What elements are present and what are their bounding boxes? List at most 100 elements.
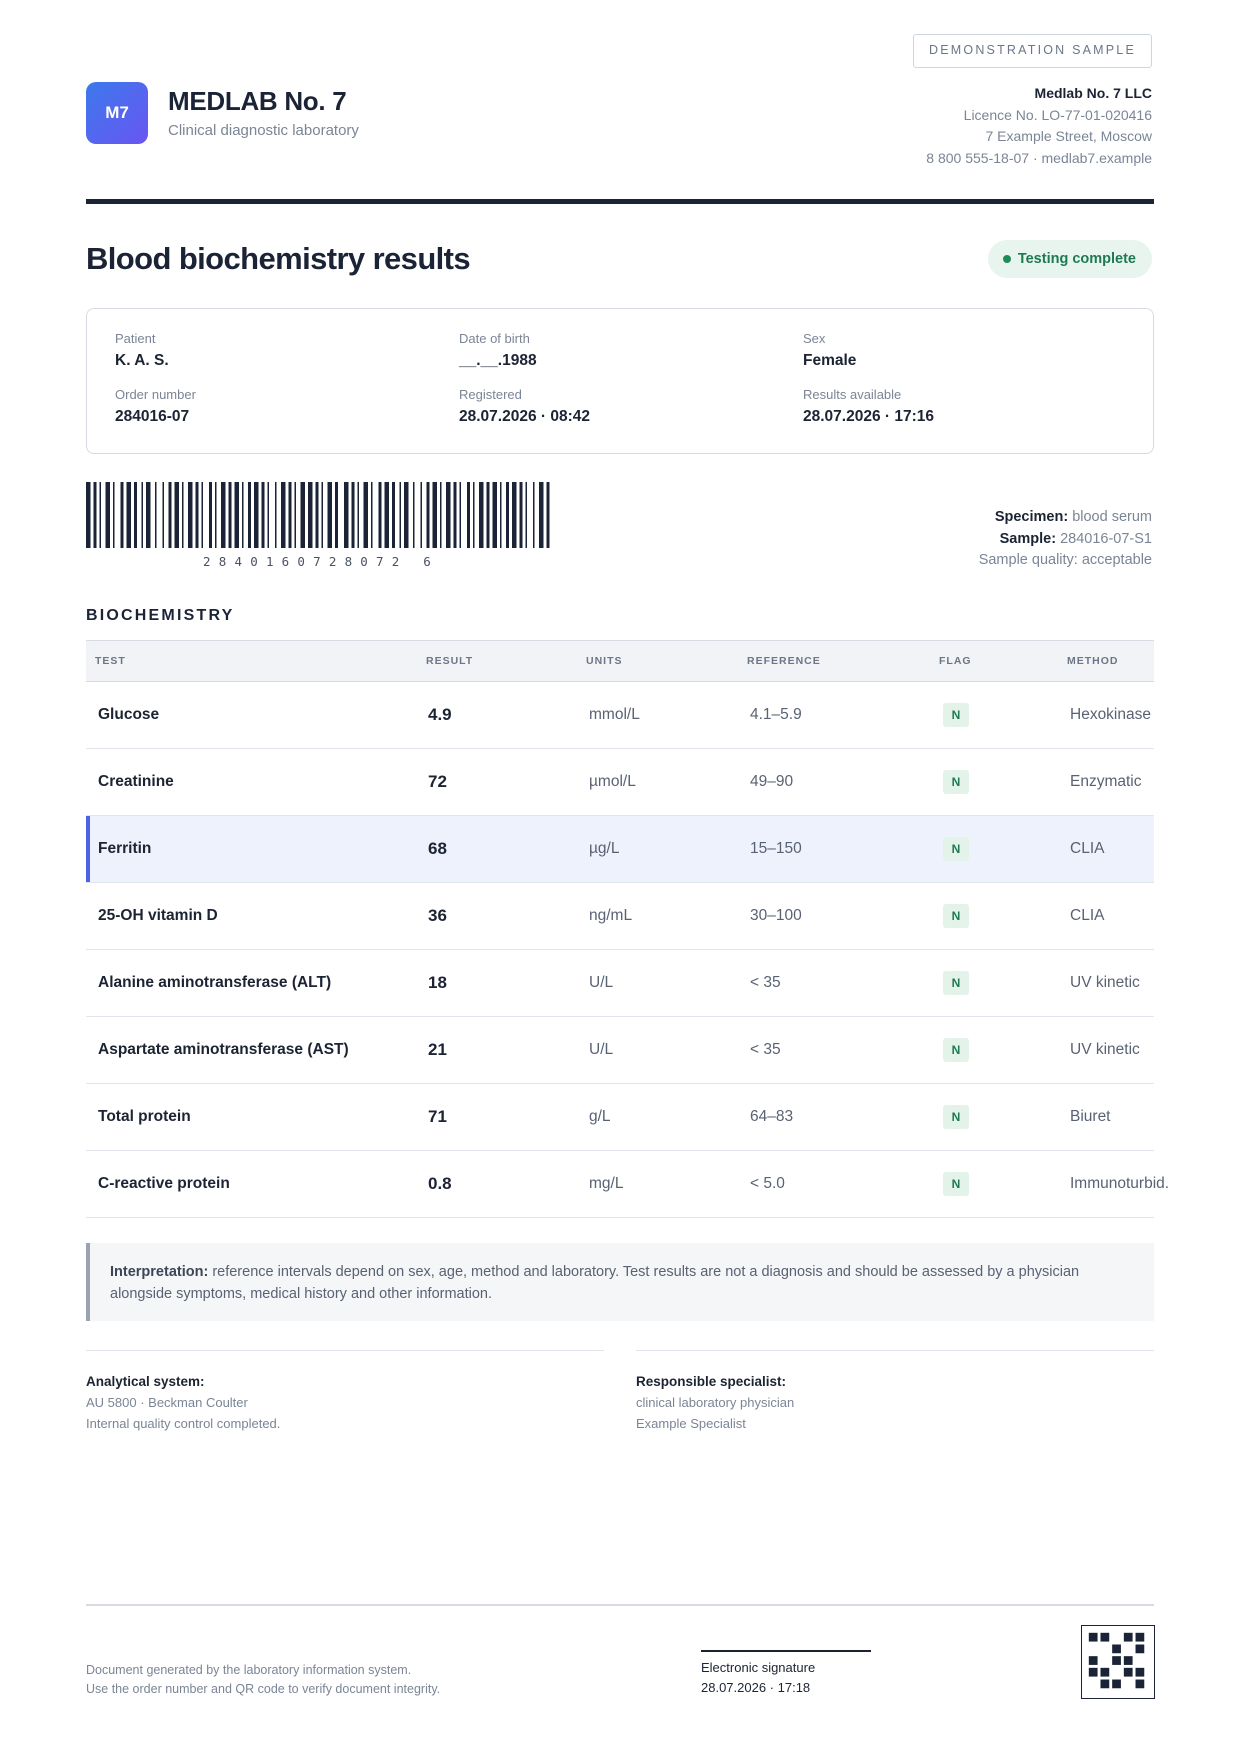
sample-quality: Sample quality: acceptable xyxy=(978,552,1152,568)
barcode-bar xyxy=(209,482,212,548)
test-reference: 4.1–5.9 xyxy=(750,706,802,723)
barcode-bar xyxy=(228,482,232,548)
org-name: Medlab No. 7 LLC xyxy=(1034,85,1152,101)
table-row: C-reactive protein 0.8 mg/L < 5.0 N Immu… xyxy=(86,1151,1169,1218)
barcode-bar xyxy=(288,482,292,548)
column-header-method: METHOD xyxy=(1067,655,1119,667)
flag-badge: N xyxy=(943,837,969,861)
test-units: U/L xyxy=(589,1041,614,1058)
barcode-bar xyxy=(168,482,172,548)
footer-note-line: Use the order number and QR code to veri… xyxy=(86,1681,441,1696)
status-badge: Testing complete xyxy=(987,240,1152,278)
registered-value: 28.07.2026 · 08:42 xyxy=(459,408,590,425)
test-result: 71 xyxy=(428,1107,447,1126)
barcode-bar xyxy=(506,482,509,548)
analytical-line: Internal quality control completed. xyxy=(86,1416,281,1431)
barcode-bar xyxy=(473,482,475,548)
table-row-highlighted: Ferritin 68 µg/L 15–150 N CLIA xyxy=(86,816,1154,883)
flag-badge: N xyxy=(943,971,969,995)
table-header: TEST RESULT UNITS REFERENCE FLAG METHOD xyxy=(86,640,1154,682)
patient-info-card: Patient K. A. S. Date of birth __.__.198… xyxy=(86,308,1154,454)
report-title: Blood biochemistry results xyxy=(86,241,471,276)
barcode-bar xyxy=(440,482,442,548)
column-header-units: UNITS xyxy=(586,655,623,667)
sample-value: 284016-07-S1 xyxy=(1060,530,1152,547)
barcode-bar xyxy=(371,482,373,548)
barcode-bar xyxy=(525,482,527,548)
status-dot-icon xyxy=(1002,255,1011,263)
test-reference: < 5.0 xyxy=(750,1175,785,1192)
test-result: 0.8 xyxy=(428,1174,452,1193)
column-header-reference: REFERENCE xyxy=(747,655,821,667)
patient-label: Patient xyxy=(115,331,156,346)
specialist-block: Responsible specialist: clinical laborat… xyxy=(636,1350,1154,1434)
barcode-bar xyxy=(539,482,544,548)
barcode-bar xyxy=(492,482,497,548)
sex-label: Sex xyxy=(803,331,826,346)
sample-label: Sample: xyxy=(999,530,1057,547)
test-name: C-reactive protein xyxy=(98,1175,230,1192)
column-header-test: TEST xyxy=(95,655,126,667)
barcode-bar xyxy=(174,482,179,548)
patient-value: K. A. S. xyxy=(115,352,169,369)
barcode-bar xyxy=(105,482,110,548)
sex-value: Female xyxy=(803,352,857,369)
barcode-bar xyxy=(335,482,338,548)
dob-value: __.__.1988 xyxy=(459,352,537,369)
analytical-line: AU 5800 · Beckman Coulter xyxy=(86,1395,248,1410)
status-text: Testing complete xyxy=(1017,251,1136,267)
test-units: mg/L xyxy=(589,1175,624,1192)
test-reference: < 35 xyxy=(750,1041,781,1058)
test-reference: 15–150 xyxy=(750,840,802,857)
specialist-line: Example Specialist xyxy=(636,1416,746,1431)
barcode-bar xyxy=(399,482,401,548)
barcode-bar xyxy=(453,482,457,548)
barcode-bar xyxy=(344,482,349,548)
column-header-flag: FLAG xyxy=(939,655,972,667)
test-reference: 49–90 xyxy=(750,773,794,790)
sex-field: Sex Female xyxy=(803,331,856,370)
results-table: TEST RESULT UNITS REFERENCE FLAG METHOD … xyxy=(86,640,1169,1218)
header-divider xyxy=(86,199,1154,204)
barcode-bar xyxy=(413,482,415,548)
barcode-bar xyxy=(215,482,217,548)
barcode-bar xyxy=(432,482,437,548)
results-value: 28.07.2026 · 17:16 xyxy=(803,408,934,425)
lab-logo: M7 xyxy=(86,82,148,144)
barcode-bar xyxy=(500,482,502,548)
org-address: 7 Example Street, Moscow xyxy=(985,128,1152,144)
barcode-bar xyxy=(248,482,251,548)
footer-note-line: Document generated by the laboratory inf… xyxy=(86,1663,412,1677)
barcode-bar xyxy=(120,482,124,548)
dob-label: Date of birth xyxy=(459,331,530,346)
barcode-bar xyxy=(134,482,137,548)
sample-line: Sample: 284016-07-S1 xyxy=(979,529,1152,551)
section-title: BIOCHEMISTRY xyxy=(86,607,235,624)
test-reference: 30–100 xyxy=(750,907,802,924)
logo-text: M7 xyxy=(105,103,129,122)
test-units: µg/L xyxy=(589,840,620,857)
signature-block: Electronic signature 28.07.2026 · 17:18 xyxy=(701,1658,815,1698)
barcode-bar xyxy=(384,482,389,548)
interpretation-note: Interpretation: reference intervals depe… xyxy=(86,1243,1154,1321)
barcode-bar xyxy=(182,482,184,548)
barcode-digits: 2840160728072 6 xyxy=(203,554,439,569)
flag-badge: N xyxy=(943,904,969,928)
barcode-bar xyxy=(201,482,203,548)
test-method: Hexokinase xyxy=(1070,706,1151,723)
specimen-label: Specimen: xyxy=(994,509,1069,525)
test-method: UV kinetic xyxy=(1070,974,1140,991)
lab-name: MEDLAB No. 7 xyxy=(168,86,347,116)
table-row: Alanine aminotransferase (ALT) 18 U/L < … xyxy=(86,950,1154,1017)
barcode-bar xyxy=(533,482,535,548)
table-row: Creatinine 72 µmol/L 49–90 N Enzymatic xyxy=(86,749,1154,816)
column-header-result: RESULT xyxy=(426,655,474,667)
interpretation-label: Interpretation: xyxy=(110,1264,209,1280)
flag-badge: N xyxy=(943,1038,969,1062)
test-reference: 64–83 xyxy=(750,1108,794,1125)
barcode-bar xyxy=(234,482,239,548)
barcode-bar xyxy=(363,482,368,548)
flag-badge: N xyxy=(943,770,969,794)
barcode-bar xyxy=(242,482,244,548)
